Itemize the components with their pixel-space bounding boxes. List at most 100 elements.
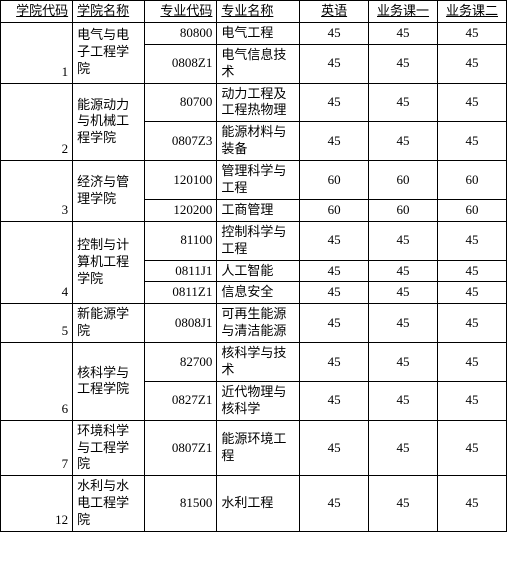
cell-major-name: 近代物理与核科学	[217, 381, 300, 420]
cell-english: 60	[300, 161, 369, 200]
header-english: 英语	[300, 1, 369, 23]
cell-english: 45	[300, 83, 369, 122]
header-college-code: 学院代码	[1, 1, 73, 23]
cell-major-code: 80700	[145, 83, 217, 122]
cell-course2: 45	[437, 343, 506, 382]
cell-course2: 45	[437, 260, 506, 282]
cell-course2: 45	[437, 122, 506, 161]
cell-major-code: 0807Z3	[145, 122, 217, 161]
cell-course1: 45	[369, 420, 438, 476]
cell-course2: 45	[437, 22, 506, 44]
table-row: 5新能源学院0808J1可再生能源与清洁能源454545	[1, 304, 507, 343]
cell-english: 45	[300, 304, 369, 343]
cell-course2: 45	[437, 476, 506, 532]
cell-college-code: 5	[1, 304, 73, 343]
cell-course1: 45	[369, 282, 438, 304]
cell-course1: 45	[369, 260, 438, 282]
cell-course2: 60	[437, 161, 506, 200]
cell-major-code: 0807Z1	[145, 420, 217, 476]
cell-course1: 45	[369, 381, 438, 420]
cell-english: 45	[300, 44, 369, 83]
table-row: 12水利与水电工程学院81500水利工程454545	[1, 476, 507, 532]
header-row: 学院代码 学院名称 专业代码 专业名称 英语 业务课一 业务课二	[1, 1, 507, 23]
cell-major-name: 管理科学与工程	[217, 161, 300, 200]
cell-college-code: 4	[1, 221, 73, 304]
cell-major-name: 水利工程	[217, 476, 300, 532]
cell-english: 60	[300, 199, 369, 221]
cell-major-name: 电气信息技术	[217, 44, 300, 83]
cell-major-name: 人工智能	[217, 260, 300, 282]
cell-course1: 45	[369, 22, 438, 44]
cell-college-name: 控制与计算机工程学院	[73, 221, 145, 304]
table-row: 3经济与管理学院120100管理科学与工程606060	[1, 161, 507, 200]
table-row: 7环境科学与工程学院0807Z1能源环境工程454545	[1, 420, 507, 476]
cell-major-code: 80800	[145, 22, 217, 44]
cell-college-code: 1	[1, 22, 73, 83]
cell-major-code: 81500	[145, 476, 217, 532]
table-row: 2能源动力与机械工程学院80700动力工程及工程热物理454545	[1, 83, 507, 122]
cell-english: 45	[300, 221, 369, 260]
cell-major-name: 控制科学与工程	[217, 221, 300, 260]
cell-college-code: 12	[1, 476, 73, 532]
cell-major-name: 能源材料与装备	[217, 122, 300, 161]
cell-course2: 45	[437, 304, 506, 343]
cell-course2: 45	[437, 221, 506, 260]
cell-course1: 45	[369, 221, 438, 260]
cell-major-name: 能源环境工程	[217, 420, 300, 476]
cell-major-code: 0827Z1	[145, 381, 217, 420]
cell-english: 45	[300, 260, 369, 282]
cell-major-name: 电气工程	[217, 22, 300, 44]
cell-major-code: 120200	[145, 199, 217, 221]
cell-english: 45	[300, 282, 369, 304]
cell-english: 45	[300, 22, 369, 44]
cell-course1: 45	[369, 304, 438, 343]
cell-course1: 60	[369, 199, 438, 221]
header-college-name: 学院名称	[73, 1, 145, 23]
cell-english: 45	[300, 420, 369, 476]
cell-course2: 45	[437, 420, 506, 476]
cell-course1: 45	[369, 476, 438, 532]
cell-college-name: 环境科学与工程学院	[73, 420, 145, 476]
cell-course1: 45	[369, 83, 438, 122]
cell-college-code: 6	[1, 343, 73, 421]
cell-college-code: 7	[1, 420, 73, 476]
table-row: 4控制与计算机工程学院81100控制科学与工程454545	[1, 221, 507, 260]
cell-college-name: 电气与电子工程学院	[73, 22, 145, 83]
header-course2: 业务课二	[437, 1, 506, 23]
cell-course1: 60	[369, 161, 438, 200]
cell-course1: 45	[369, 122, 438, 161]
cell-college-code: 3	[1, 161, 73, 222]
cell-major-code: 81100	[145, 221, 217, 260]
table-row: 1电气与电子工程学院80800电气工程454545	[1, 22, 507, 44]
cell-english: 45	[300, 476, 369, 532]
cell-college-name: 水利与水电工程学院	[73, 476, 145, 532]
cell-major-code: 0808Z1	[145, 44, 217, 83]
cell-course2: 45	[437, 282, 506, 304]
cell-college-name: 新能源学院	[73, 304, 145, 343]
header-major-name: 专业名称	[217, 1, 300, 23]
cell-course1: 45	[369, 44, 438, 83]
cell-college-code: 2	[1, 83, 73, 161]
cell-english: 45	[300, 343, 369, 382]
cell-college-name: 能源动力与机械工程学院	[73, 83, 145, 161]
header-course1: 业务课一	[369, 1, 438, 23]
table-row: 6核科学与工程学院82700核科学与技术454545	[1, 343, 507, 382]
cell-course1: 45	[369, 343, 438, 382]
cell-major-name: 核科学与技术	[217, 343, 300, 382]
cell-course2: 45	[437, 381, 506, 420]
cell-english: 45	[300, 122, 369, 161]
cell-major-name: 动力工程及工程热物理	[217, 83, 300, 122]
cell-major-name: 可再生能源与清洁能源	[217, 304, 300, 343]
admission-scores-table: 学院代码 学院名称 专业代码 专业名称 英语 业务课一 业务课二 1电气与电子工…	[0, 0, 507, 532]
cell-course2: 60	[437, 199, 506, 221]
cell-major-code: 0811Z1	[145, 282, 217, 304]
cell-major-name: 信息安全	[217, 282, 300, 304]
cell-major-name: 工商管理	[217, 199, 300, 221]
cell-major-code: 0808J1	[145, 304, 217, 343]
cell-college-name: 核科学与工程学院	[73, 343, 145, 421]
cell-major-code: 120100	[145, 161, 217, 200]
header-major-code: 专业代码	[145, 1, 217, 23]
cell-college-name: 经济与管理学院	[73, 161, 145, 222]
cell-major-code: 0811J1	[145, 260, 217, 282]
table-body: 1电气与电子工程学院80800电气工程4545450808Z1电气信息技术454…	[1, 22, 507, 531]
